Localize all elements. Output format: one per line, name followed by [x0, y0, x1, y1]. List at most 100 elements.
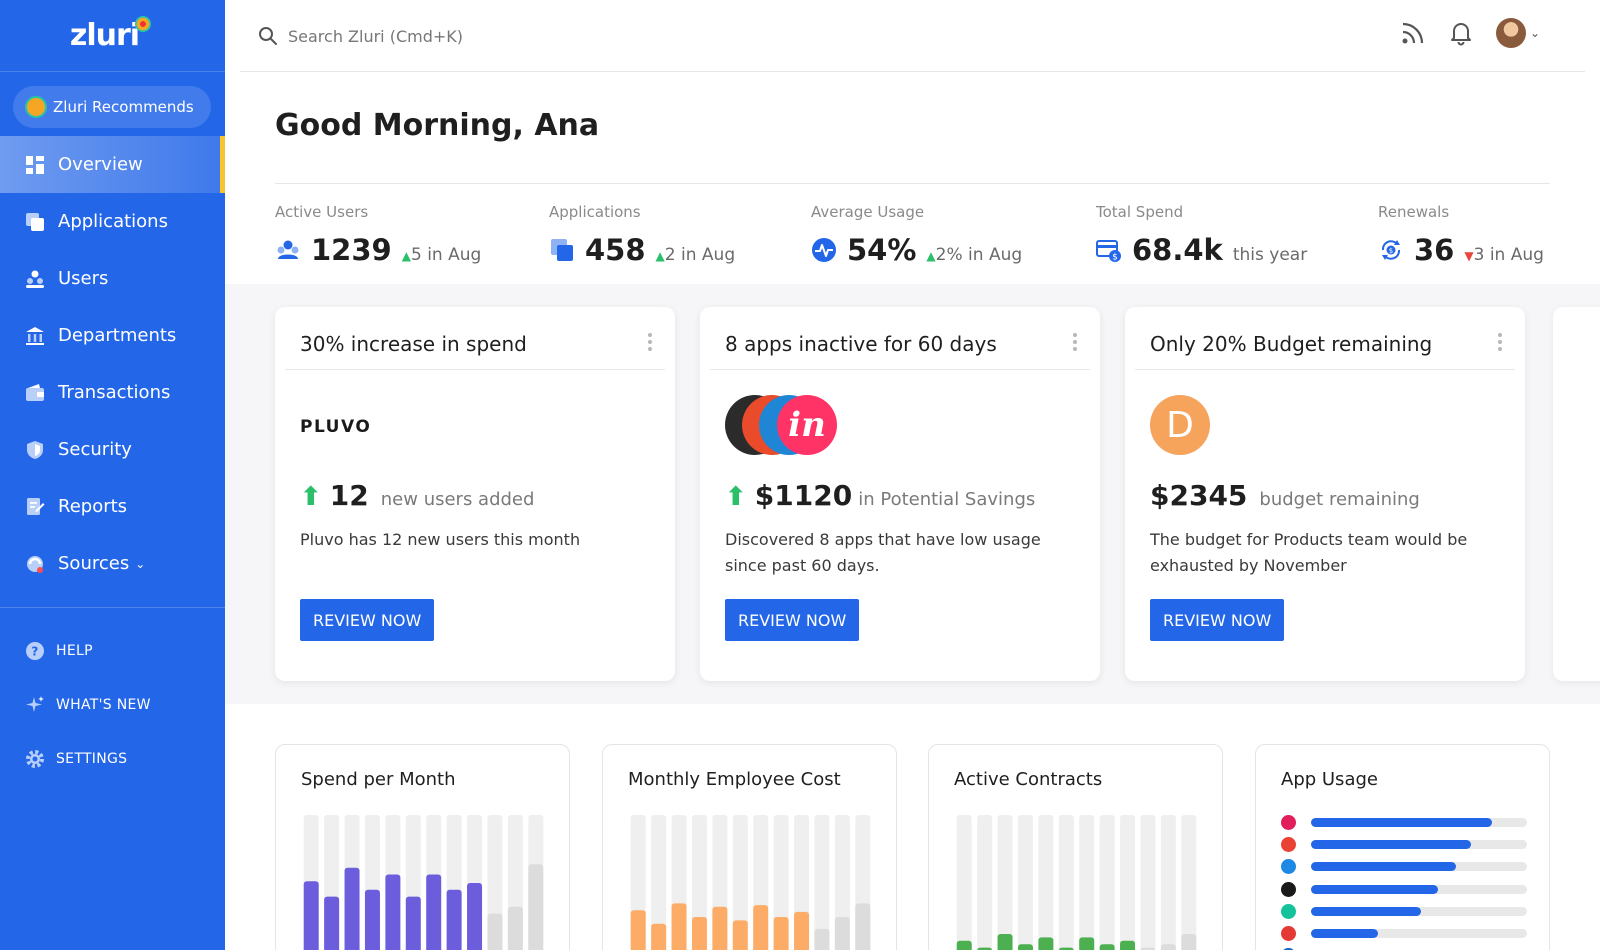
chart-bar[interactable] [1079, 937, 1095, 950]
chart-bar[interactable] [956, 940, 972, 950]
app-usage-row[interactable] [1281, 945, 1531, 950]
chart-bar[interactable] [1017, 944, 1033, 950]
zluri-recommends-button[interactable]: Zluri Recommends [13, 86, 211, 128]
chart-bar[interactable] [753, 905, 769, 950]
sources-icon [25, 554, 45, 574]
usage-track [1311, 817, 1527, 827]
bar-track [773, 815, 789, 950]
chart-bar[interactable] [405, 896, 421, 950]
chart-bar[interactable] [691, 917, 707, 950]
sidebar-item-transactions[interactable]: Transactions [0, 364, 225, 421]
more-vertical-icon[interactable] [1497, 333, 1503, 351]
sidebar-item-sources[interactable]: Sources ⌄ [0, 535, 225, 592]
more-vertical-icon[interactable] [647, 333, 653, 351]
stat-applications[interactable]: Applications 458 ▲2 in Aug [549, 203, 735, 267]
chart-bar[interactable] [507, 906, 523, 950]
chart-bar[interactable] [651, 923, 667, 950]
bar-track [1079, 815, 1095, 950]
chart-bar[interactable] [855, 903, 871, 950]
sparkle-icon [25, 695, 45, 715]
sidebar-item-overview[interactable]: Overview [0, 136, 225, 193]
sidebar-item-label: HELP [56, 643, 93, 659]
chart-bar[interactable] [794, 911, 810, 950]
widget-active-contracts[interactable]: Active Contracts [928, 744, 1223, 950]
app-usage-row[interactable] [1281, 856, 1531, 878]
zluri-logo[interactable]: zluri [0, 0, 225, 72]
logo-dot-icon [135, 15, 152, 32]
sidebar-item-reports[interactable]: Reports [0, 478, 225, 535]
sidebar-item-settings[interactable]: SETTINGS [0, 732, 225, 786]
user-menu[interactable]: ⌄ [1495, 18, 1540, 48]
sidebar-item-departments[interactable]: Departments [0, 307, 225, 364]
sidebar-item-applications[interactable]: Applications [0, 193, 225, 250]
chart-bar[interactable] [1160, 944, 1176, 950]
sidebar-item-users[interactable]: Users [0, 250, 225, 307]
usage-track [1311, 906, 1527, 916]
more-vertical-icon[interactable] [1072, 333, 1078, 351]
app-logo-icon [1281, 836, 1296, 852]
chart-bar[interactable] [834, 917, 850, 950]
chart-bar[interactable] [487, 913, 503, 950]
chart-bar[interactable] [344, 867, 360, 950]
chart-bar[interactable] [324, 896, 340, 950]
review-now-button[interactable]: REVIEW NOW [1150, 599, 1285, 641]
stat-active-users[interactable]: Active Users 1239 ▲5 in Aug [275, 203, 481, 267]
chart-bar[interactable] [1099, 944, 1115, 950]
chart-bar[interactable] [426, 874, 442, 950]
trend-up-icon: ▲ [926, 249, 936, 263]
app-usage-row[interactable] [1281, 922, 1531, 944]
chart-bar[interactable] [364, 889, 380, 950]
applications-icon [551, 239, 573, 261]
stat-value: 68.4k [1132, 233, 1223, 267]
chart-bar[interactable] [732, 920, 748, 950]
chart-bar[interactable] [1140, 947, 1156, 950]
feed-icon[interactable] [1400, 20, 1426, 46]
chart-bar[interactable] [385, 874, 401, 950]
stat-renewals[interactable]: Renewals $ 36 ▼3 in Aug [1378, 203, 1544, 267]
department-avatar: D [1150, 395, 1210, 455]
stat-average-usage[interactable]: Average Usage 54% ▲2% in Aug [811, 203, 1022, 267]
chart-bar[interactable] [1181, 934, 1197, 950]
stat-delta: ▼3 in Aug [1464, 245, 1544, 265]
app-usage-row[interactable] [1281, 900, 1531, 922]
spend-chart-svg [303, 815, 544, 950]
usage-bar [1311, 884, 1439, 894]
chart-bar[interactable] [1038, 937, 1054, 950]
chart-bar[interactable] [446, 889, 462, 950]
chart-bar[interactable] [671, 903, 687, 950]
chart-bar[interactable] [1120, 940, 1136, 950]
search-input[interactable] [288, 20, 788, 52]
widget-app-usage[interactable]: App Usage [1255, 744, 1550, 950]
chart-bar[interactable] [712, 906, 728, 950]
card-divider [710, 369, 1090, 370]
review-now-button[interactable]: REVIEW NOW [300, 599, 435, 641]
gear-icon [25, 749, 45, 769]
sidebar-item-security[interactable]: Security [0, 421, 225, 478]
chart-bar[interactable] [997, 934, 1013, 950]
chart-bar[interactable] [303, 881, 319, 950]
chart-bar[interactable] [528, 864, 544, 950]
widget-spend-per-month[interactable]: Spend per Month [275, 744, 570, 950]
sidebar-item-whats-new[interactable]: WHAT'S NEW [0, 678, 225, 732]
insight-card-next[interactable] [1553, 307, 1600, 681]
chart-bar[interactable] [630, 910, 646, 950]
app-usage-row[interactable] [1281, 811, 1531, 833]
shield-icon [25, 440, 45, 460]
bar-track [651, 815, 667, 950]
chart-bar[interactable] [773, 917, 789, 950]
app-usage-row[interactable] [1281, 878, 1531, 900]
review-now-button[interactable]: REVIEW NOW [725, 599, 860, 641]
stat-total-spend[interactable]: Total Spend $ 68.4k this year [1096, 203, 1307, 267]
widget-monthly-employee-cost[interactable]: Monthly Employee Cost [602, 744, 897, 950]
app-usage-row[interactable] [1281, 833, 1531, 855]
metric-label: in Potential Savings [858, 489, 1036, 510]
chart-bar[interactable] [467, 883, 483, 950]
chart-bar[interactable] [814, 928, 830, 950]
chart-bar[interactable] [977, 947, 993, 950]
sidebar-item-label: Applications [58, 211, 168, 232]
bell-icon[interactable] [1448, 20, 1474, 46]
widget-title: Monthly Employee Cost [628, 769, 841, 790]
chart-bar[interactable] [1058, 947, 1074, 950]
sidebar-item-help[interactable]: ? HELP [0, 624, 225, 678]
sidebar-item-label: SETTINGS [56, 751, 128, 767]
